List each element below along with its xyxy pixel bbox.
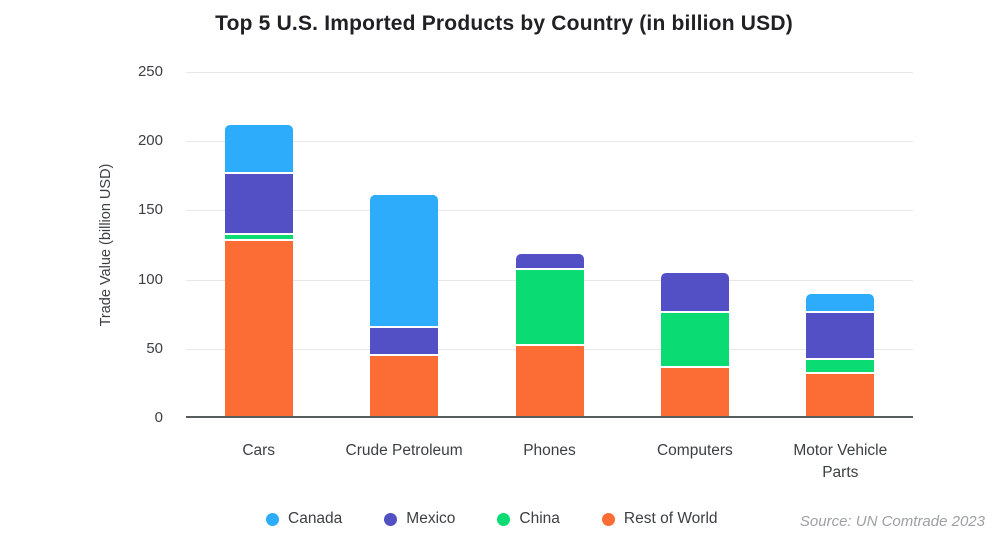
legend-swatch-icon [497, 512, 511, 526]
bar-segment-canada-motor-vehicle-parts[interactable] [806, 294, 875, 311]
y-tick-label: 250 [137, 63, 163, 80]
y-tick-label: 50 [146, 339, 163, 357]
gridline [186, 210, 913, 212]
x-axis-line [186, 416, 913, 418]
bar-segment-china-phones[interactable] [515, 267, 584, 345]
plot-area [186, 72, 913, 418]
bar-segment-china-computers[interactable] [660, 310, 729, 367]
legend: Canada Mexico China Rest of World [266, 510, 718, 528]
x-axis-label: Motor Vehicle Parts [793, 442, 888, 481]
y-tick-label: 150 [137, 201, 163, 219]
bar-segment-china-cars[interactable] [224, 233, 293, 239]
bar-segment-mexico-computers[interactable] [660, 273, 729, 311]
y-tick-label: 200 [137, 132, 163, 150]
bar-segment-rest-of-world-computers[interactable] [660, 366, 729, 416]
bar-segment-mexico-motor-vehicle-parts[interactable] [806, 310, 875, 358]
legend-label: China [519, 510, 560, 527]
x-axis-label: Phones [523, 442, 576, 459]
legend-item-china[interactable]: China [497, 510, 560, 528]
legend-swatch-icon [601, 512, 615, 526]
bar-segment-mexico-phones[interactable] [515, 254, 584, 268]
legend-item-mexico[interactable]: Mexico [384, 510, 455, 528]
source-note: Source: UN Comtrade 2023 [799, 513, 985, 530]
bar-segment-rest-of-world-cars[interactable] [224, 238, 293, 416]
bar-segment-rest-of-world-phones[interactable] [515, 344, 584, 416]
bar-segment-china-motor-vehicle-parts[interactable] [806, 357, 875, 372]
y-tick-label: 100 [137, 270, 163, 288]
x-axis-label: Cars [242, 442, 276, 459]
gridline [186, 72, 913, 73]
bar-segment-rest-of-world-crude-petroleum[interactable] [370, 353, 439, 416]
bar-segment-mexico-crude-petroleum[interactable] [370, 326, 439, 354]
bar-segment-mexico-cars[interactable] [224, 172, 293, 234]
bar-segment-canada-crude-petroleum[interactable] [370, 194, 439, 327]
legend-item-canada[interactable]: Canada [266, 510, 342, 528]
bar-segment-rest-of-world-motor-vehicle-parts[interactable] [806, 371, 875, 416]
legend-label: Canada [288, 510, 343, 527]
x-axis-label: Crude Petroleum [345, 442, 463, 459]
x-axis-label: Computers [656, 442, 733, 459]
legend-label: Mexico [406, 510, 456, 527]
legend-swatch-icon [266, 512, 279, 526]
legend-item-rest-of-world[interactable]: Rest of World [601, 510, 718, 528]
legend-swatch-icon [384, 512, 398, 526]
bar-segment-canada-cars[interactable] [224, 125, 293, 173]
chart-title: Top 5 U.S. Imported Products by Country … [215, 12, 793, 35]
legend-label: Rest of World [623, 510, 718, 527]
gridline [186, 141, 913, 143]
y-tick-label: 0 [154, 409, 163, 426]
